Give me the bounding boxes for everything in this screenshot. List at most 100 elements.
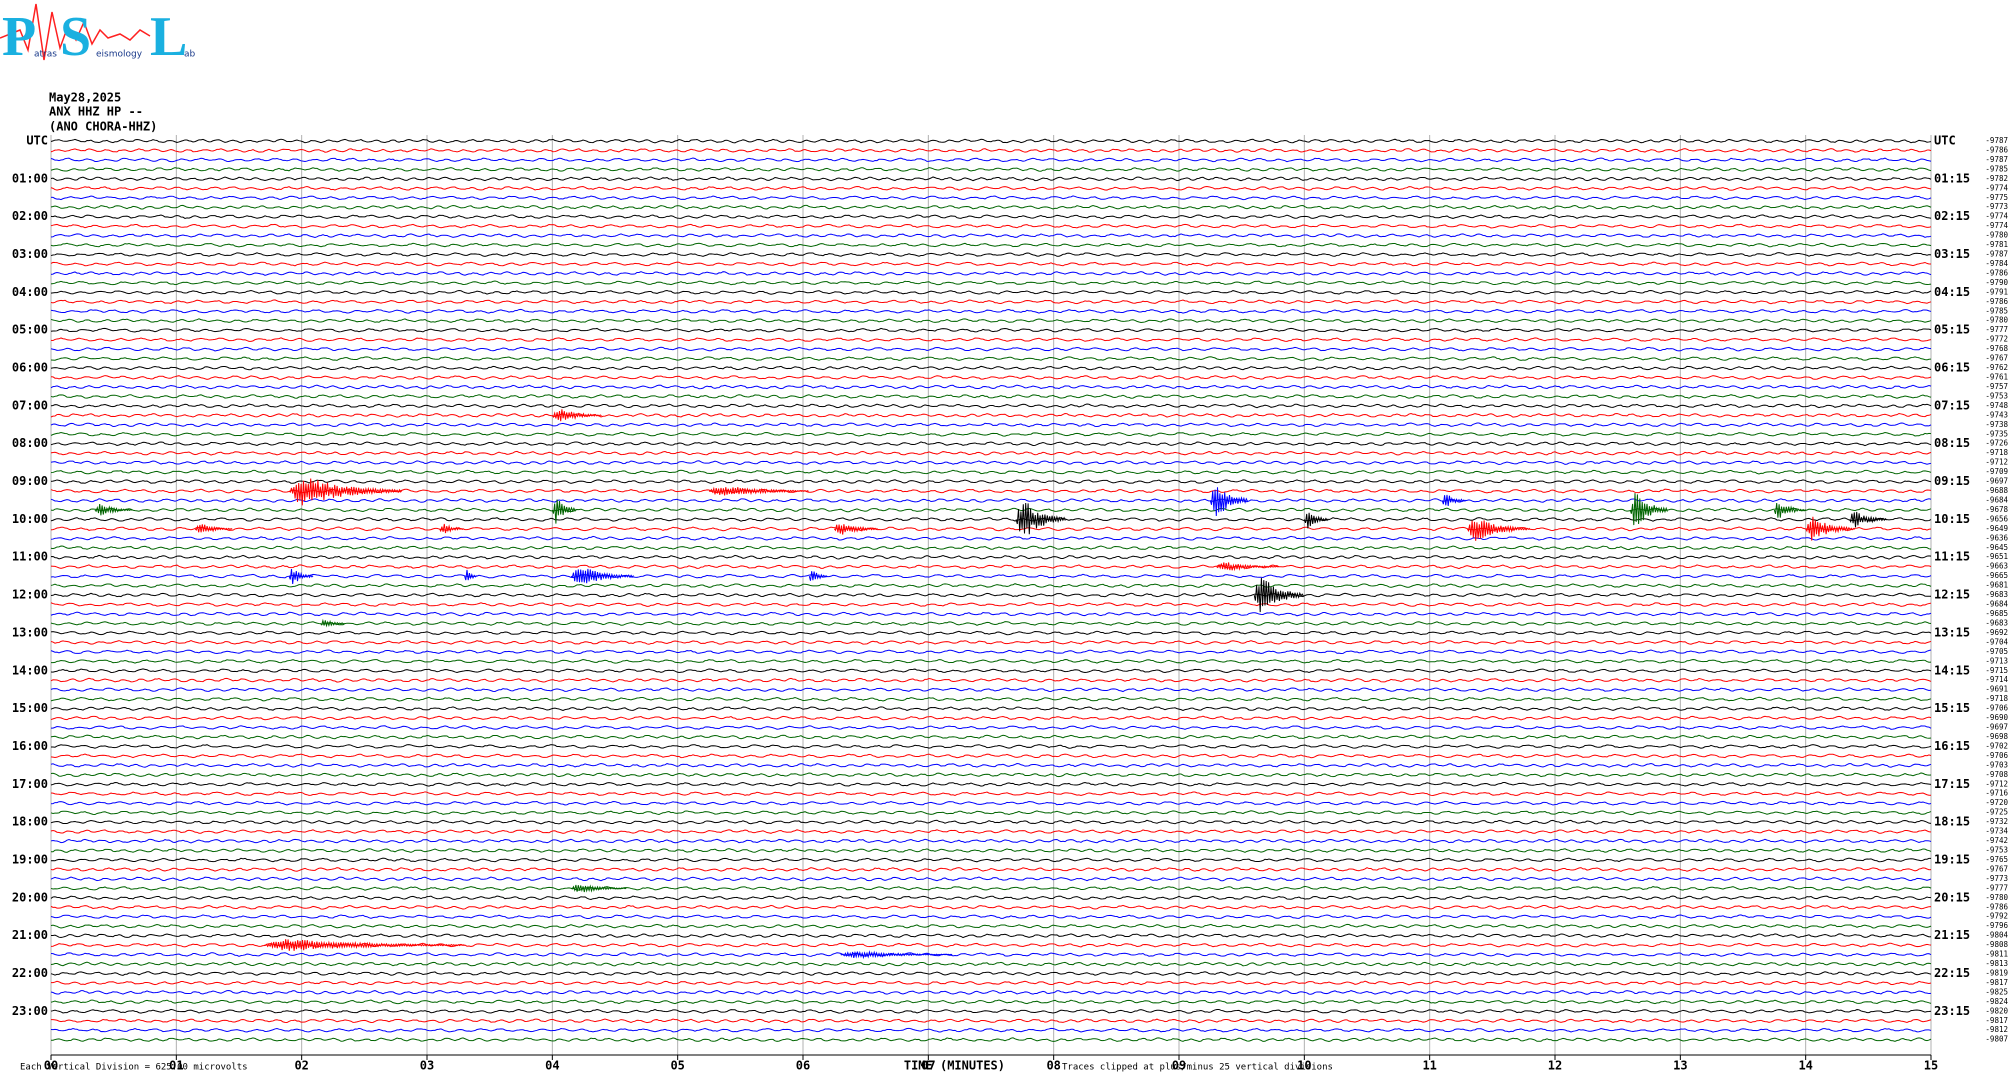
x-tick-label: 04 (545, 1059, 559, 1073)
trace (50, 204, 1932, 210)
hour-label-right: 21:15 (1934, 928, 1970, 942)
hour-label-right: UTC (1934, 134, 1956, 148)
trace (50, 252, 1932, 257)
trace (50, 517, 1932, 522)
trace (50, 734, 1932, 740)
trace (50, 412, 1932, 418)
x-tick-label: 10 (1297, 1059, 1311, 1073)
trace (50, 971, 1932, 976)
trace-offset: -9785 (1985, 164, 2008, 173)
trace (50, 299, 1932, 305)
hour-label-right: 11:15 (1934, 550, 1970, 564)
trace (50, 725, 1932, 730)
trace (50, 1008, 1932, 1014)
trace-offset: -9684 (1985, 495, 2008, 504)
trace (50, 602, 1932, 607)
trace-offset: -9787 (1985, 136, 2008, 145)
trace (50, 327, 1932, 333)
trace-offset: -9767 (1985, 354, 2008, 363)
trace (50, 214, 1932, 219)
trace-offset: -9757 (1985, 382, 2008, 391)
logo-letter: S (60, 6, 91, 68)
trace (50, 914, 1932, 920)
trace-offset: -9743 (1985, 410, 2008, 419)
event (551, 499, 577, 524)
hour-label-right: 03:15 (1934, 247, 1970, 261)
trace (50, 356, 1932, 361)
clip-note: Traces clipped at plus/minus 25 vertical… (1062, 1063, 1333, 1073)
hour-label-right: 19:15 (1934, 852, 1970, 866)
trace-offset: -9773 (1985, 874, 2008, 883)
trace-offset: -9791 (1985, 287, 2008, 296)
event (1216, 562, 1280, 572)
event (1253, 577, 1304, 613)
trace-offset: -9691 (1985, 685, 2008, 694)
x-tick-label: 03 (420, 1059, 434, 1073)
trace (50, 1018, 1932, 1024)
trace (50, 696, 1932, 702)
trace (50, 904, 1932, 910)
trace-offset: -9649 (1985, 524, 2008, 533)
logo-word: ab (184, 50, 196, 60)
trace (50, 980, 1932, 986)
trace-offset: -9774 (1985, 183, 2008, 192)
trace (50, 365, 1932, 371)
trace (50, 592, 1932, 598)
hour-label-left: 19:00 (12, 852, 48, 866)
trace-offset: -9683 (1985, 618, 2008, 627)
trace-offset: -9773 (1985, 202, 2008, 211)
trace (50, 564, 1932, 570)
event (1441, 494, 1467, 507)
trace (50, 431, 1932, 437)
hour-label-right: 15:15 (1934, 701, 1970, 715)
trace (50, 857, 1931, 863)
hour-label-left: 13:00 (12, 625, 48, 639)
trace (50, 848, 1932, 853)
trace (50, 469, 1932, 475)
header-channel: ANX HHZ HP -- (49, 105, 143, 119)
logo-letter: L (150, 6, 187, 68)
event (320, 618, 345, 628)
hour-label-right: 13:15 (1934, 625, 1970, 639)
trace-offset: -9709 (1985, 467, 2008, 476)
trace-offset: -9820 (1985, 1006, 2008, 1015)
hour-label-right: 14:15 (1934, 663, 1970, 677)
trace (50, 573, 1932, 579)
logo: P S L atras eismology ab (0, 3, 196, 68)
trace (50, 450, 1932, 456)
trace (50, 138, 1932, 144)
trace (50, 280, 1932, 286)
trace (50, 744, 1932, 749)
trace-offset: -9777 (1985, 325, 2008, 334)
trace (50, 271, 1932, 276)
x-tick-label: 00 (44, 1059, 58, 1073)
trace (50, 885, 1932, 891)
trace-offset: -9683 (1985, 590, 2008, 599)
trace-offset: -9777 (1985, 883, 2008, 892)
trace-offset: -9645 (1985, 543, 2008, 552)
trace (50, 176, 1932, 182)
hour-label-right: 06:15 (1934, 361, 1970, 375)
trace-offset: -9685 (1985, 609, 2008, 618)
hour-label-left: 09:00 (12, 474, 48, 488)
x-tick-label: 15 (1924, 1059, 1938, 1073)
hour-label-left: 17:00 (12, 777, 48, 791)
trace-offset: -9768 (1985, 344, 2008, 353)
trace-offset: -9774 (1985, 212, 2008, 221)
trace-offset: -9781 (1985, 240, 2008, 249)
hour-label-left: 05:00 (12, 323, 48, 337)
trace-offset: -9665 (1985, 571, 2008, 580)
trace (50, 621, 1932, 626)
trace (50, 535, 1932, 541)
event (1629, 493, 1668, 526)
trace-offset: -9738 (1985, 420, 2008, 429)
trace (50, 394, 1932, 399)
trace (50, 952, 1932, 957)
logo-word: eismology (96, 50, 143, 60)
trace-offset: -9663 (1985, 562, 2008, 571)
x-axis-title: TIME (MINUTES) (904, 1059, 1005, 1073)
hour-label-left: 10:00 (12, 512, 48, 526)
trace-offset: -9690 (1985, 713, 2008, 722)
hour-label-left: 20:00 (12, 890, 48, 904)
